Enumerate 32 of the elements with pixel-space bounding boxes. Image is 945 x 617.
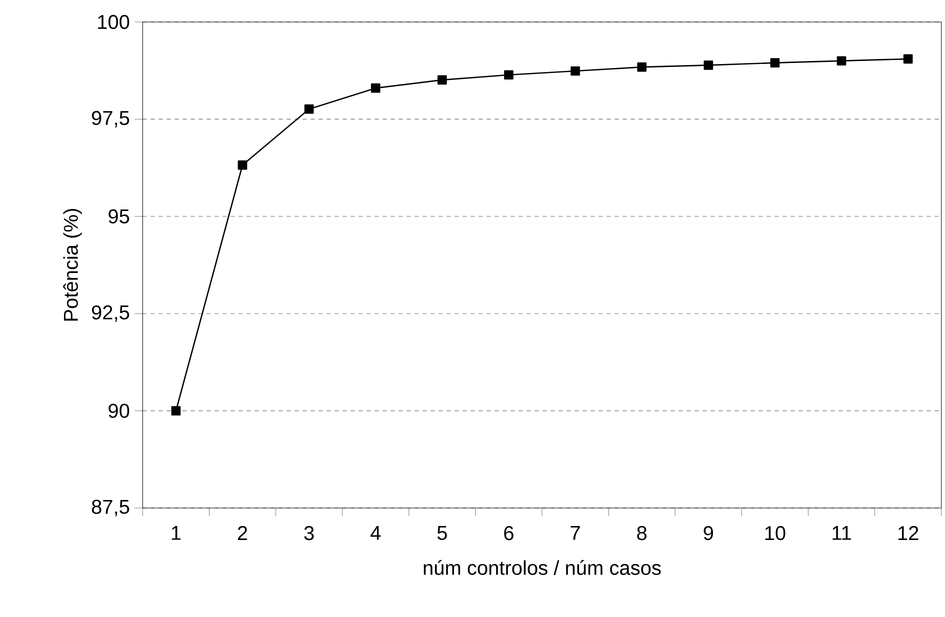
x-tick-label: 10 bbox=[765, 526, 786, 540]
x-tick-label: 4 bbox=[370, 526, 381, 540]
point bbox=[903, 54, 913, 64]
y-tick-label: 92,5 bbox=[92, 305, 130, 322]
x-tick-label: 9 bbox=[704, 526, 713, 540]
point bbox=[504, 70, 514, 80]
x-axis-title: núm controlos / núm casos bbox=[424, 560, 661, 575]
point bbox=[304, 104, 314, 114]
y-tick-label: 87,5 bbox=[92, 500, 130, 516]
x-tick-label: 3 bbox=[304, 526, 314, 540]
y-tick-label: 95 bbox=[108, 209, 130, 224]
x-tick-label: 1 bbox=[172, 526, 181, 540]
x-tick-label: 2 bbox=[238, 526, 248, 540]
x-tick-label: 7 bbox=[570, 526, 580, 540]
x-tick-label: 12 bbox=[898, 526, 918, 540]
point bbox=[836, 56, 846, 66]
point bbox=[637, 62, 647, 72]
y-tick-label: 100 bbox=[98, 14, 130, 30]
x-tick-label: 6 bbox=[504, 526, 514, 540]
point bbox=[570, 66, 580, 76]
point bbox=[704, 60, 714, 70]
x-tick-label: 8 bbox=[637, 526, 647, 540]
point bbox=[238, 160, 248, 170]
point bbox=[171, 406, 181, 416]
point bbox=[770, 58, 780, 68]
y-axis-title: Potência (%) bbox=[63, 209, 82, 321]
x-tick-label: 5 bbox=[437, 526, 447, 540]
x-tick-label: 11 bbox=[832, 526, 851, 540]
point bbox=[370, 83, 380, 93]
point bbox=[438, 75, 447, 85]
y-tick-label: 90 bbox=[108, 404, 130, 418]
y-tick-label: 97,5 bbox=[92, 110, 130, 128]
